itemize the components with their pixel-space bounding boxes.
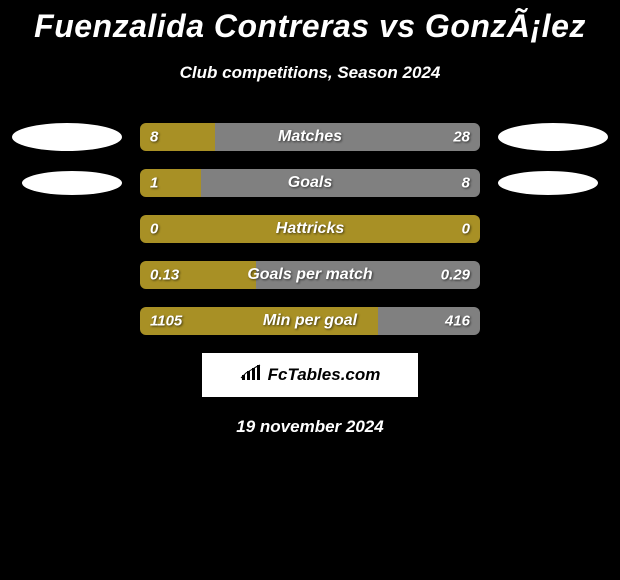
- stat-label: Hattricks: [276, 220, 344, 238]
- stat-row: 0 Hattricks 0: [0, 215, 620, 243]
- stat-value-right: 28: [453, 129, 470, 146]
- stats-rows: 8 Matches 28 1 Goals 8 0 Hattricks 0 0.13 Goals pe…: [0, 123, 620, 335]
- page-title: Fuenzalida Contreras vs GonzÃ¡lez: [0, 8, 620, 45]
- stat-bar: 1 Goals 8: [140, 169, 480, 197]
- stat-bar: 0 Hattricks 0: [140, 215, 480, 243]
- player-avatar-left: [22, 171, 122, 195]
- stat-value-right: 8: [462, 175, 470, 192]
- stat-value-right: 416: [445, 313, 470, 330]
- logo-text: FcTables.com: [240, 364, 381, 387]
- stat-value-right: 0: [462, 221, 470, 238]
- stat-label: Matches: [278, 128, 342, 146]
- stat-bar: 8 Matches 28: [140, 123, 480, 151]
- bar-chart-icon: [240, 364, 262, 387]
- stat-value-left: 0.13: [150, 267, 179, 284]
- stat-row: 1105 Min per goal 416: [0, 307, 620, 335]
- player-avatar-right: [498, 123, 608, 151]
- stat-bar: 0.13 Goals per match 0.29: [140, 261, 480, 289]
- bar-segment-right: [201, 169, 480, 197]
- stat-bar: 1105 Min per goal 416: [140, 307, 480, 335]
- stat-label: Min per goal: [263, 312, 357, 330]
- player-avatar-left: [12, 123, 122, 151]
- stat-value-left: 8: [150, 129, 158, 146]
- player-avatar-right: [498, 171, 598, 195]
- bar-segment-right: [215, 123, 480, 151]
- date-label: 19 november 2024: [0, 417, 620, 437]
- stat-row: 1 Goals 8: [0, 169, 620, 197]
- logo-label: FcTables.com: [268, 365, 381, 385]
- stat-row: 0.13 Goals per match 0.29: [0, 261, 620, 289]
- stat-value-left: 0: [150, 221, 158, 238]
- stat-label: Goals: [288, 174, 332, 192]
- subtitle: Club competitions, Season 2024: [0, 63, 620, 83]
- stat-row: 8 Matches 28: [0, 123, 620, 151]
- stat-label: Goals per match: [247, 266, 372, 284]
- comparison-widget: Fuenzalida Contreras vs GonzÃ¡lez Club c…: [0, 0, 620, 437]
- stat-value-left: 1105: [150, 313, 182, 330]
- logo-box[interactable]: FcTables.com: [202, 353, 418, 397]
- stat-value-left: 1: [150, 175, 158, 192]
- stat-value-right: 0.29: [441, 267, 470, 284]
